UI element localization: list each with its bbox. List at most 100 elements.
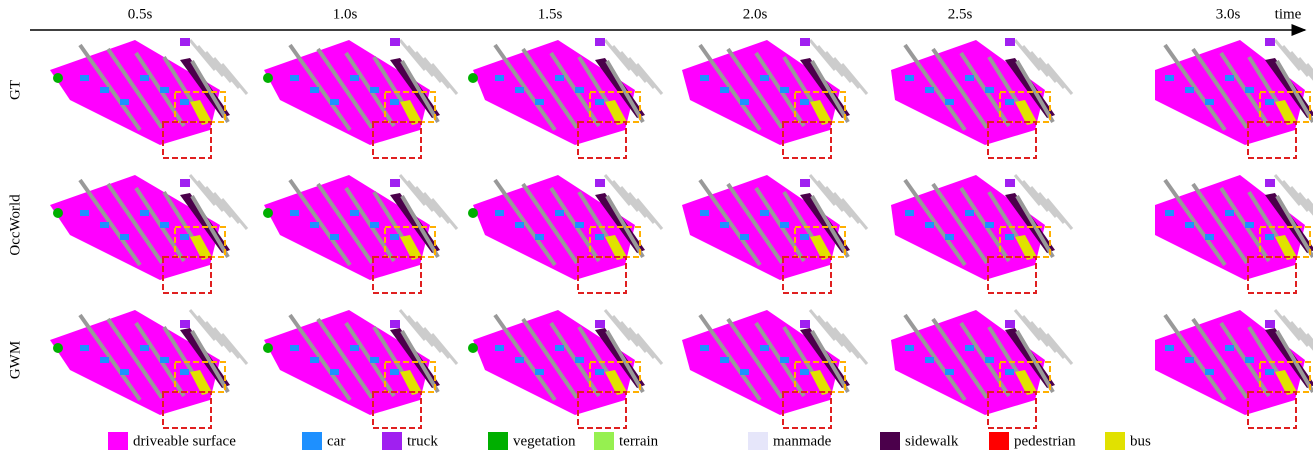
time-step-label: 3.0s [1216,6,1241,22]
car [965,75,974,81]
manmade-strip [206,187,231,217]
vegetation [53,208,63,218]
time-step-label: 1.0s [333,6,358,22]
row-label: GWM [7,341,23,379]
car [1185,357,1194,363]
car [760,210,769,216]
car [100,357,109,363]
legend-label: car [327,433,345,449]
car [535,369,544,375]
manmade-strip [416,52,441,82]
legend-swatch [880,432,900,450]
manmade-strip [1047,334,1072,364]
manmade-strip [222,64,247,94]
car [985,357,994,363]
car [1225,210,1234,216]
manmade-strip [1023,46,1048,76]
car [760,75,769,81]
car [1245,357,1254,363]
manmade-strip [1283,181,1308,211]
car [555,345,564,351]
manmade-strip [1039,328,1064,358]
car [290,345,299,351]
car [945,234,954,240]
car [100,222,109,228]
car [740,99,749,105]
car [595,369,604,375]
manmade-strip [629,58,654,88]
car [180,234,189,240]
car [330,234,339,240]
car [515,222,524,228]
manmade-strip [818,316,843,346]
car [120,234,129,240]
manmade-strip [1283,316,1308,346]
car [535,99,544,105]
car [80,210,89,216]
truck [800,38,810,46]
car [1165,210,1174,216]
manmade-strip [214,58,239,88]
manmade-strip [842,199,867,229]
car [925,87,934,93]
legend-swatch [108,432,128,450]
manmade-strip [834,58,859,88]
car [310,87,319,93]
car [740,234,749,240]
car [160,87,169,93]
car [330,99,339,105]
occupancy-render [682,175,867,293]
car [535,234,544,240]
legend-label: sidewalk [905,433,959,449]
occupancy-render [1155,175,1313,293]
car [1165,345,1174,351]
truck [390,179,400,187]
car [370,87,379,93]
legend-label: driveable surface [133,433,236,449]
truck [1005,320,1015,328]
manmade-strip [613,46,638,76]
car [370,357,379,363]
car [800,234,809,240]
car [160,222,169,228]
truck [595,320,605,328]
vegetation [53,343,63,353]
car [965,345,974,351]
manmade-strip [1031,52,1056,82]
manmade-strip [198,316,223,346]
manmade-strip [408,46,433,76]
car [905,345,914,351]
car [780,357,789,363]
manmade-strip [432,199,457,229]
occupancy-render [468,38,662,158]
vegetation [468,208,478,218]
car [780,222,789,228]
manmade-strip [1031,322,1056,352]
truck [180,38,190,46]
car [800,369,809,375]
car [1205,99,1214,105]
manmade-strip [1039,193,1064,223]
truck [390,320,400,328]
vegetation [468,73,478,83]
car [905,75,914,81]
car [515,357,524,363]
car [1185,222,1194,228]
time-label: time [1275,6,1302,22]
truck [1005,179,1015,187]
truck [1265,179,1275,187]
car [1205,369,1214,375]
car [80,345,89,351]
legend-swatch [382,432,402,450]
manmade-strip [1039,58,1064,88]
row-label: GT [7,80,23,100]
truck [595,38,605,46]
car [720,87,729,93]
occupancy-render [50,310,247,428]
manmade-strip [408,181,433,211]
car [330,369,339,375]
truck [800,179,810,187]
manmade-strip [198,46,223,76]
manmade-strip [613,181,638,211]
time-step-label: 2.0s [743,6,768,22]
